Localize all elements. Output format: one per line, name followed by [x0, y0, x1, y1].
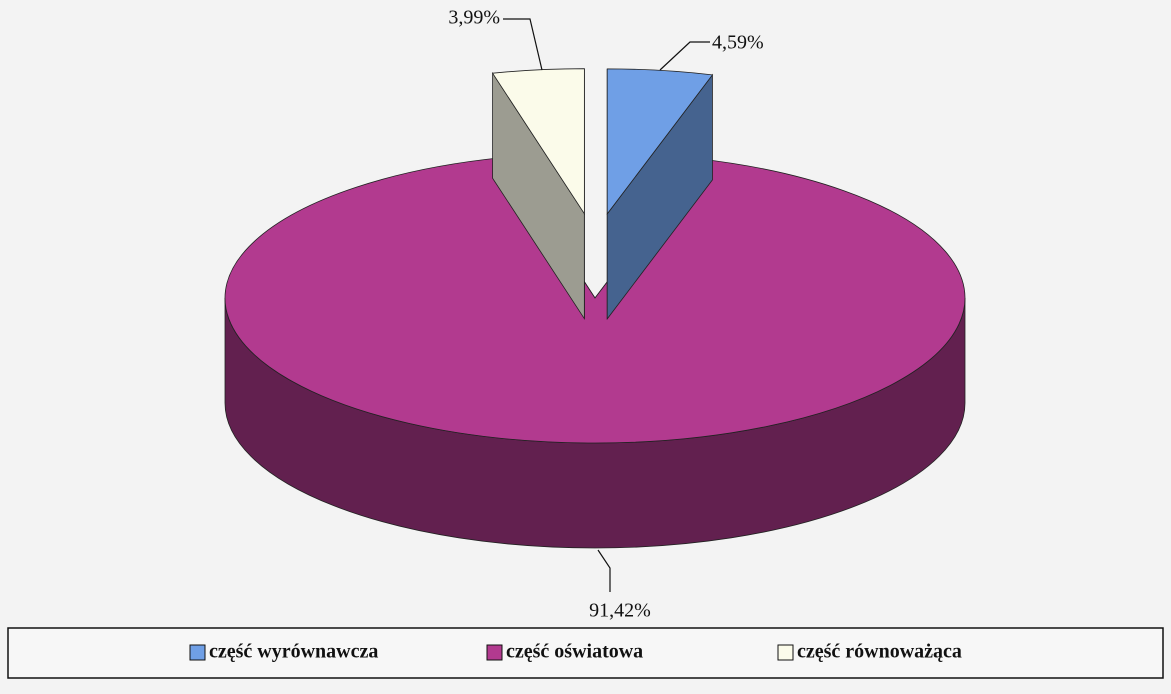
pie-slice: [491, 68, 585, 321]
legend-label: część oświatowa: [506, 641, 643, 663]
legend-swatch: [777, 644, 794, 661]
pie-slice: [606, 68, 714, 321]
slice-top: [606, 68, 714, 216]
slice-top: [491, 68, 585, 216]
leader-line: [659, 41, 710, 71]
data-label: 3,99%: [448, 7, 500, 29]
pie-slice: [224, 156, 966, 549]
slice-top: [224, 157, 966, 444]
data-label: 4,59%: [712, 32, 764, 54]
legend-swatch: [189, 644, 206, 661]
legend-label: część wyrównawcza: [209, 641, 378, 663]
leader-line: [503, 18, 543, 71]
legend-swatch: [486, 644, 503, 661]
legend-label: część równoważąca: [797, 641, 962, 663]
leader-line: [597, 549, 611, 592]
data-label: 91,42%: [589, 600, 651, 622]
